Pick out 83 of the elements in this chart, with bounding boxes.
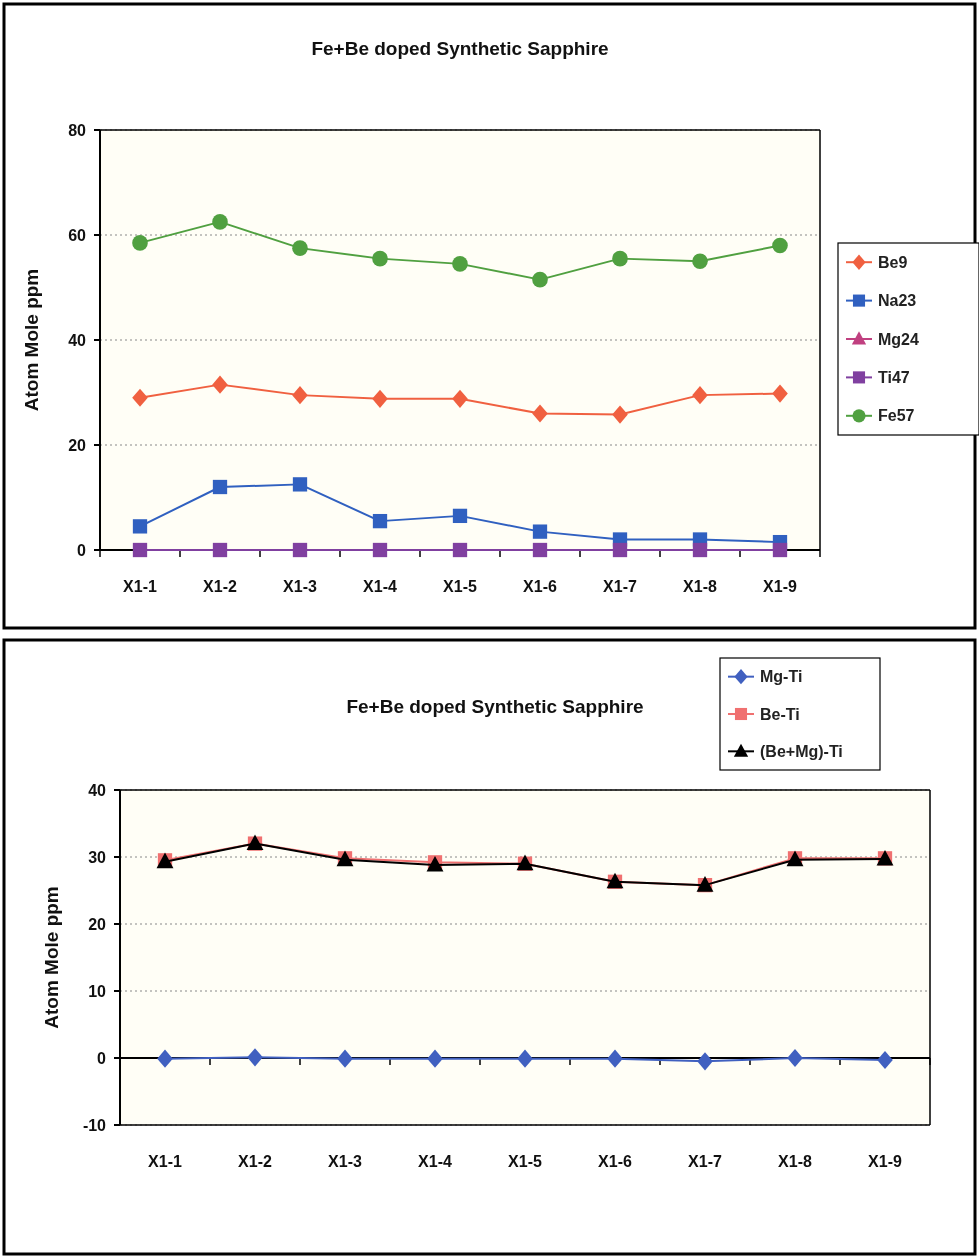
- x-tick-label: X1-4: [418, 1153, 452, 1170]
- x-tick-label: X1-3: [283, 578, 317, 595]
- point: [132, 542, 148, 558]
- point: [157, 1049, 173, 1068]
- point: [132, 519, 148, 534]
- y-tick-label: 80: [68, 121, 87, 139]
- point: [372, 250, 388, 267]
- point: [372, 542, 388, 558]
- chart-title: Fe+Be doped Synthetic Sapphire: [346, 696, 644, 717]
- point: [532, 542, 548, 558]
- legend-label: Be-Ti: [760, 705, 800, 723]
- point: [452, 508, 468, 524]
- point: [372, 513, 388, 529]
- y-tick-label: 0: [97, 1049, 107, 1067]
- legend-label: Mg-Ti: [760, 668, 803, 686]
- point: [772, 542, 788, 558]
- point: [692, 386, 708, 405]
- y-tick-label: 30: [88, 848, 107, 866]
- point: [517, 1049, 533, 1068]
- point: [247, 1048, 263, 1067]
- x-tick-label: X1-2: [238, 1153, 272, 1170]
- point: [697, 1052, 713, 1071]
- point: [692, 253, 708, 270]
- point: [612, 542, 628, 558]
- point: [132, 388, 148, 407]
- chart-title: Fe+Be doped Synthetic Sapphire: [311, 38, 609, 59]
- y-tick-label: 0: [77, 541, 87, 559]
- y-tick-label: 20: [68, 436, 87, 454]
- x-tick-label: X1-9: [868, 1153, 902, 1170]
- y-tick-label: 40: [88, 781, 107, 799]
- x-tick-label: X1-6: [523, 578, 557, 595]
- point: [452, 542, 468, 558]
- point: [877, 1050, 893, 1070]
- point: [212, 542, 228, 558]
- point: [292, 542, 308, 558]
- x-tick-label: X1-3: [328, 1153, 362, 1170]
- point: [692, 542, 708, 558]
- point: [292, 240, 308, 256]
- x-tick-label: X1-9: [763, 578, 797, 595]
- x-tick-label: X1-5: [443, 578, 477, 595]
- point: [772, 237, 788, 254]
- x-tick-label: X1-7: [688, 1153, 722, 1170]
- y-axis-title: Atom Mole ppm: [21, 268, 42, 412]
- point: [212, 375, 228, 394]
- point: [772, 384, 788, 403]
- legend-label: (Be+Mg)-Ti: [760, 742, 843, 760]
- y-tick-label: 40: [68, 331, 87, 349]
- point: [212, 479, 228, 495]
- point: [607, 1049, 623, 1068]
- legend-label: Fe57: [878, 407, 915, 425]
- point: [532, 271, 548, 288]
- x-tick-label: X1-6: [598, 1153, 632, 1170]
- x-tick-label: X1-8: [778, 1153, 812, 1170]
- legend-label: Be9: [878, 253, 908, 271]
- y-tick-label: 20: [88, 915, 107, 933]
- y-tick-label: 10: [88, 982, 107, 1000]
- y-axis-title: Atom Mole ppm: [41, 886, 62, 1029]
- x-tick-label: X1-1: [123, 578, 157, 595]
- x-tick-label: X1-8: [683, 578, 717, 595]
- legend-label: Na23: [878, 292, 917, 310]
- point: [612, 405, 628, 424]
- x-tick-label: X1-7: [603, 578, 637, 595]
- point: [292, 477, 308, 492]
- point: [132, 235, 148, 251]
- point: [212, 214, 228, 230]
- point: [532, 404, 548, 423]
- point: [452, 389, 468, 408]
- x-tick-label: X1-5: [508, 1153, 542, 1170]
- point: [452, 256, 468, 272]
- legend-label: Ti47: [878, 369, 910, 386]
- point: [532, 524, 548, 539]
- point: [612, 250, 628, 267]
- x-tick-label: X1-2: [203, 578, 237, 595]
- x-tick-label: X1-4: [363, 578, 397, 595]
- legend-label: Mg24: [878, 330, 919, 348]
- y-tick-label: 60: [68, 226, 87, 244]
- y-tick-label: -10: [82, 1116, 107, 1134]
- x-tick-label: X1-1: [148, 1153, 182, 1170]
- point: [292, 386, 308, 405]
- point: [427, 1049, 443, 1068]
- point: [372, 389, 388, 408]
- point: [337, 1049, 353, 1068]
- point: [787, 1048, 803, 1068]
